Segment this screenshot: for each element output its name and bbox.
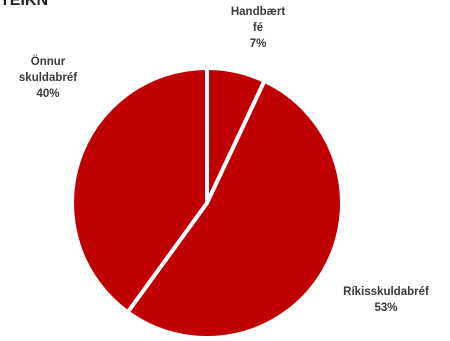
- pie-slices: [70, 66, 344, 340]
- slice-label-handbaert-fe: Handbært fé 7%: [222, 4, 294, 52]
- slice-label-percent: 40%: [36, 88, 60, 100]
- slice-label-rikisskuldabref: Ríkisskuldabréf 53%: [330, 284, 442, 316]
- slice-label-line: Handbært: [230, 6, 286, 18]
- slice-label-line: Ríkisskuldabréf: [343, 286, 429, 298]
- clipped-heading: TEIKN: [0, 0, 48, 9]
- pie-slice-önnur-skuldabréf: [70, 66, 209, 315]
- pie-slice-ríkisskuldabréf: [125, 78, 344, 340]
- slice-label-line: skuldabréf: [18, 72, 78, 84]
- slice-label-onnur-skuldabref: Önnur skuldabréf 40%: [6, 54, 90, 102]
- slice-label-line: fé: [252, 22, 264, 34]
- slice-label-line: Önnur: [30, 56, 66, 68]
- slice-label-percent: 7%: [249, 38, 267, 50]
- slice-label-percent: 53%: [374, 302, 398, 314]
